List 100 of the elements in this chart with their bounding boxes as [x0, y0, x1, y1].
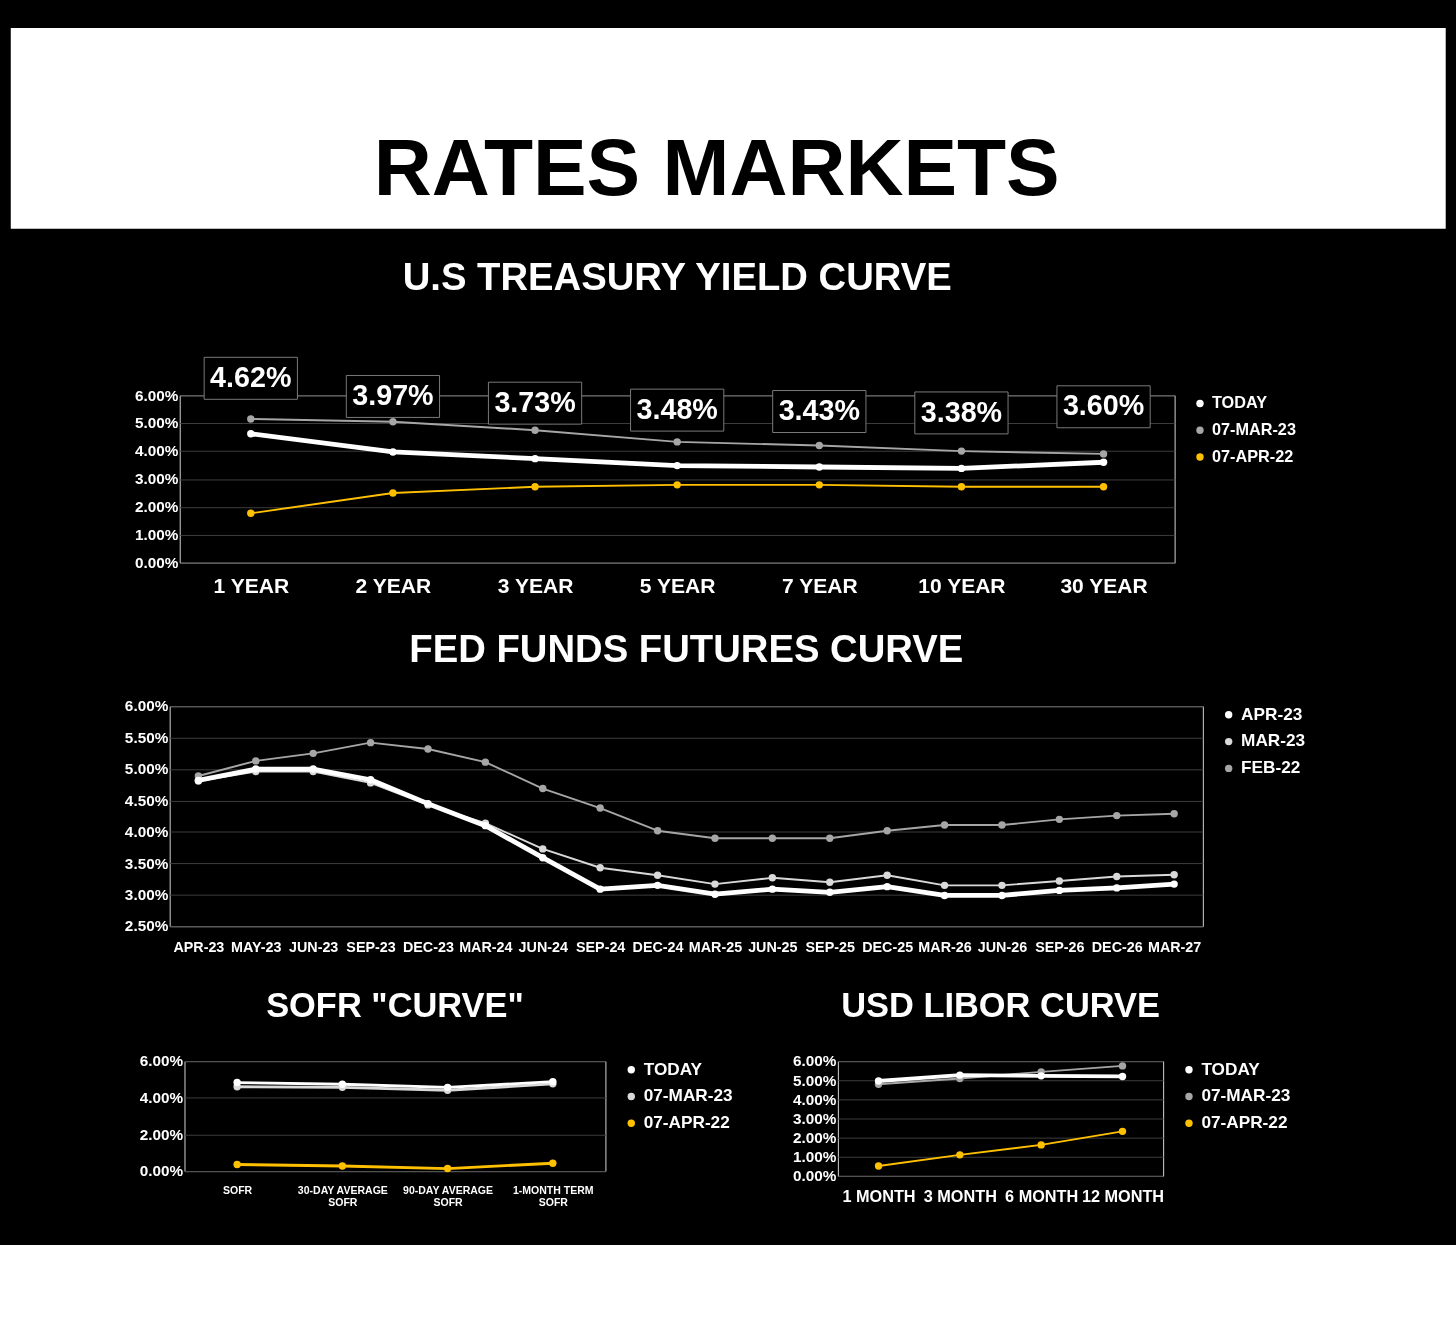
point	[883, 826, 891, 835]
chart-subtitle: U.S TREASURY YIELD CURVE	[402, 255, 952, 299]
y-tick-label: 4.00%	[793, 1090, 837, 1108]
point	[1118, 1062, 1127, 1070]
y-tick-label: 2.50%	[124, 917, 169, 935]
y-tick-label: 0.00%	[139, 1162, 184, 1180]
data-label: 3.43%	[778, 394, 860, 427]
legend-label: 07-MAR-23	[643, 1085, 733, 1106]
x-tick-label: DEC-24	[632, 938, 684, 955]
point	[1170, 880, 1178, 888]
x-tick-label: 30 YEAR	[1060, 573, 1148, 597]
point	[998, 881, 1006, 890]
x-tick-label: SEP-24	[575, 938, 626, 955]
x-tick-label: MAR-25	[688, 938, 743, 955]
point	[1113, 811, 1121, 820]
x-tick-label: 5 YEAR	[639, 573, 716, 597]
y-tick-label: 0.00%	[134, 553, 179, 571]
point	[711, 890, 719, 898]
y-tick-label: 4.00%	[134, 442, 179, 460]
point	[233, 1160, 241, 1169]
point	[673, 438, 681, 446]
x-tick-label: JUN-24	[518, 938, 568, 955]
point	[1055, 886, 1064, 895]
point	[539, 854, 547, 862]
x-tick-label: JUN-23	[288, 938, 339, 955]
x-tick-label: MAY-23	[231, 938, 282, 955]
point	[531, 483, 539, 491]
point	[998, 891, 1006, 900]
point	[940, 891, 949, 900]
legend-label: 07-APR-22	[643, 1112, 730, 1133]
point	[653, 826, 662, 835]
x-tick-label: MAR-24	[459, 938, 513, 955]
y-tick-label: 3.00%	[134, 470, 179, 488]
point	[596, 885, 604, 893]
legend-label: 07-MAR-23	[1211, 420, 1296, 438]
point	[252, 757, 260, 765]
y-tick-label: 3.00%	[793, 1109, 837, 1127]
chart-title: SOFR "CURVE"	[266, 986, 524, 1025]
point	[957, 464, 966, 473]
data-label: 3.60%	[1062, 389, 1145, 422]
point	[815, 441, 824, 450]
point	[957, 483, 966, 491]
point	[247, 509, 255, 518]
point	[883, 871, 891, 880]
point	[247, 430, 255, 438]
legend-label: TODAY	[643, 1058, 703, 1079]
x-tick-label: 10 YEAR	[918, 573, 1006, 597]
legend-label: MAR-23	[1241, 730, 1306, 751]
x-tick-label: SEP-23	[346, 938, 396, 955]
point	[815, 481, 824, 489]
point	[1055, 815, 1064, 824]
y-tick-label: 4.00%	[139, 1089, 184, 1107]
x-tick-label: 30-DAY AVERAGE SOFR	[297, 1183, 388, 1209]
x-tick-label: 90-DAY AVERAGE SOFR	[403, 1183, 494, 1209]
y-tick-label: 4.00%	[124, 823, 169, 841]
x-tick-label: JUN-25	[748, 938, 798, 955]
y-tick-label: 2.00%	[134, 498, 179, 516]
x-tick-label: 12 MONTH	[1081, 1187, 1165, 1206]
legend-label: APR-23	[1241, 703, 1303, 724]
x-tick-label: JUN-26	[977, 938, 1028, 955]
y-tick-label: 6.00%	[134, 386, 179, 404]
legend-label: 07-APR-22	[1201, 1112, 1288, 1133]
x-tick-label: MAR-27	[1147, 938, 1202, 955]
point	[1099, 450, 1108, 458]
point	[233, 1078, 241, 1087]
y-tick-label: 1.00%	[793, 1148, 837, 1166]
point	[883, 882, 891, 891]
point	[998, 821, 1006, 829]
data-label: 3.38%	[920, 395, 1003, 428]
point	[531, 454, 539, 463]
y-tick-label: 5.50%	[124, 728, 169, 746]
x-tick-label: 1-MONTH TERM SOFR	[512, 1183, 594, 1209]
point	[711, 834, 719, 842]
y-tick-label: 0.00%	[793, 1167, 837, 1185]
chart-title: RATES MARKETS	[373, 122, 1060, 213]
point	[1099, 458, 1108, 466]
x-tick-label: DEC-23	[402, 938, 454, 955]
point	[940, 821, 949, 829]
data-label: 3.73%	[494, 385, 576, 418]
point	[389, 448, 397, 456]
point	[1113, 872, 1121, 881]
point	[1118, 1072, 1127, 1081]
point	[711, 880, 719, 888]
x-tick-label: 1 YEAR	[213, 573, 290, 597]
y-tick-label: 4.50%	[124, 791, 169, 809]
x-tick-label: 1 MONTH	[842, 1187, 916, 1206]
point	[338, 1080, 347, 1088]
legend-label: FEB-22	[1241, 757, 1301, 778]
x-tick-label: APR-23	[173, 938, 225, 955]
point	[424, 745, 432, 753]
point	[531, 426, 539, 434]
y-tick-label: 5.00%	[134, 414, 179, 432]
point	[1113, 884, 1121, 892]
point	[366, 738, 375, 747]
point	[1037, 1141, 1045, 1149]
x-tick-label: SEP-26	[1035, 938, 1085, 955]
point	[956, 1071, 964, 1079]
point	[673, 461, 681, 470]
legend-label: TODAY	[1211, 393, 1268, 412]
point	[768, 834, 777, 842]
